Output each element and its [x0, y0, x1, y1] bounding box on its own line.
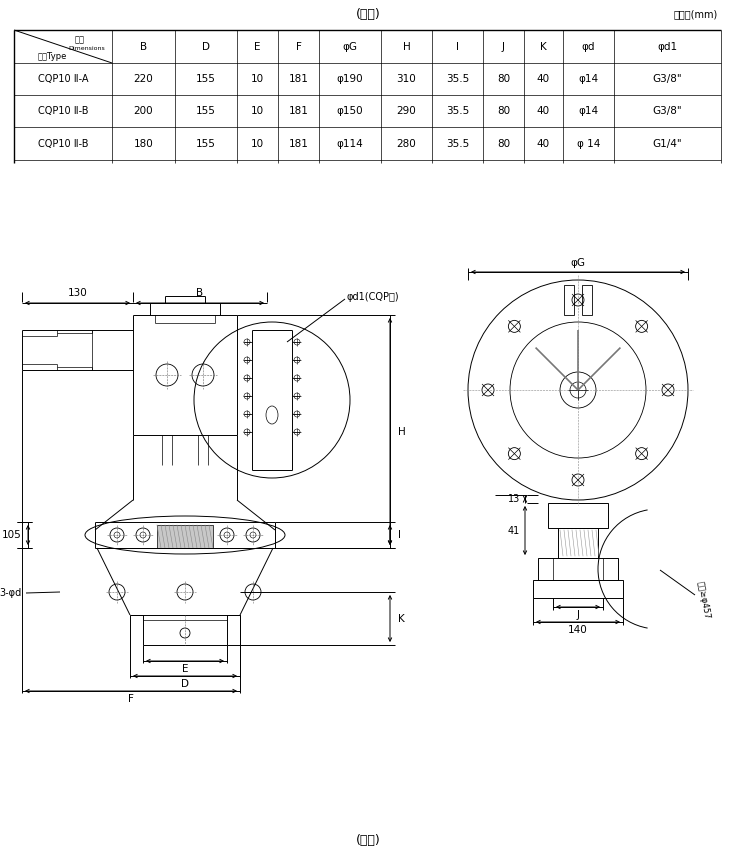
Text: 40: 40 [537, 74, 550, 84]
Circle shape [114, 532, 120, 538]
Text: E: E [254, 42, 261, 52]
Text: 181: 181 [289, 106, 309, 116]
Text: (表二): (表二) [356, 8, 381, 21]
Text: Dimensions: Dimensions [68, 45, 105, 51]
Text: 181: 181 [289, 74, 309, 84]
Text: 10: 10 [251, 106, 264, 116]
Text: φG: φG [343, 42, 357, 52]
Circle shape [224, 532, 230, 538]
Text: H: H [398, 426, 406, 437]
Text: φ114: φ114 [337, 139, 363, 149]
Text: 130: 130 [68, 288, 87, 298]
Bar [533, 580, 623, 598]
Text: 80: 80 [497, 74, 510, 84]
Text: 13: 13 [508, 494, 520, 504]
Text: 220: 220 [134, 74, 154, 84]
Text: D: D [202, 42, 210, 52]
Text: φd: φd [581, 42, 595, 52]
Text: I: I [398, 530, 401, 540]
Text: 10: 10 [251, 139, 264, 149]
Text: 35.5: 35.5 [446, 139, 469, 149]
Circle shape [140, 532, 146, 538]
Text: (图一): (图一) [356, 834, 381, 847]
Text: φd1: φd1 [657, 42, 678, 52]
Text: φG: φG [570, 258, 586, 268]
Text: CQP10 Ⅱ-A: CQP10 Ⅱ-A [37, 74, 88, 84]
Text: I: I [456, 42, 459, 52]
Text: CQP10 Ⅱ-B: CQP10 Ⅱ-B [37, 139, 88, 149]
Text: 105: 105 [2, 530, 22, 540]
Text: E: E [182, 664, 188, 674]
Text: K: K [398, 614, 405, 623]
Text: 35.5: 35.5 [446, 106, 469, 116]
Text: G3/8": G3/8" [653, 74, 682, 84]
Text: B: B [196, 288, 204, 298]
Text: 310: 310 [397, 74, 416, 84]
Bar [558, 528, 598, 558]
Text: B: B [140, 42, 147, 52]
Text: J: J [576, 610, 579, 620]
Bar [538, 558, 618, 580]
Text: 140: 140 [568, 625, 588, 635]
Text: H: H [403, 42, 410, 52]
Bar [582, 285, 592, 315]
Text: 155: 155 [196, 74, 216, 84]
Text: 单位：(mm): 单位：(mm) [674, 9, 718, 19]
Text: F: F [295, 42, 301, 52]
Text: J: J [502, 42, 505, 52]
Text: 尺寸: 尺寸 [75, 35, 85, 45]
Text: 盘径≥φ457: 盘径≥φ457 [695, 580, 711, 620]
Text: φ14: φ14 [578, 106, 598, 116]
Text: φ 14: φ 14 [577, 139, 600, 149]
Text: 型号Type: 型号Type [37, 51, 67, 61]
Text: 40: 40 [537, 106, 550, 116]
Text: 40: 40 [537, 139, 550, 149]
Text: φ190: φ190 [337, 74, 363, 84]
Text: 155: 155 [196, 106, 216, 116]
Text: 181: 181 [289, 139, 309, 149]
Text: CQP10 Ⅱ-B: CQP10 Ⅱ-B [37, 106, 88, 116]
Bar [157, 525, 213, 548]
Text: 155: 155 [196, 139, 216, 149]
Text: φ14: φ14 [578, 74, 598, 84]
Bar [548, 503, 608, 528]
Text: 80: 80 [497, 106, 510, 116]
Text: 41: 41 [508, 526, 520, 536]
Text: D: D [181, 679, 189, 689]
Text: F: F [128, 694, 134, 704]
Text: φd1(CQP型): φd1(CQP型) [347, 292, 400, 302]
Text: 10: 10 [251, 74, 264, 84]
Text: 200: 200 [134, 106, 154, 116]
Text: 180: 180 [134, 139, 154, 149]
Text: 280: 280 [397, 139, 416, 149]
Text: K: K [540, 42, 547, 52]
Text: 80: 80 [497, 139, 510, 149]
Text: 290: 290 [397, 106, 416, 116]
Text: G3/8": G3/8" [653, 106, 682, 116]
Circle shape [250, 532, 256, 538]
Text: 3-φd: 3-φd [0, 588, 22, 598]
Text: 35.5: 35.5 [446, 74, 469, 84]
Text: G1/4": G1/4" [653, 139, 682, 149]
Bar [564, 285, 574, 315]
Text: φ150: φ150 [337, 106, 363, 116]
